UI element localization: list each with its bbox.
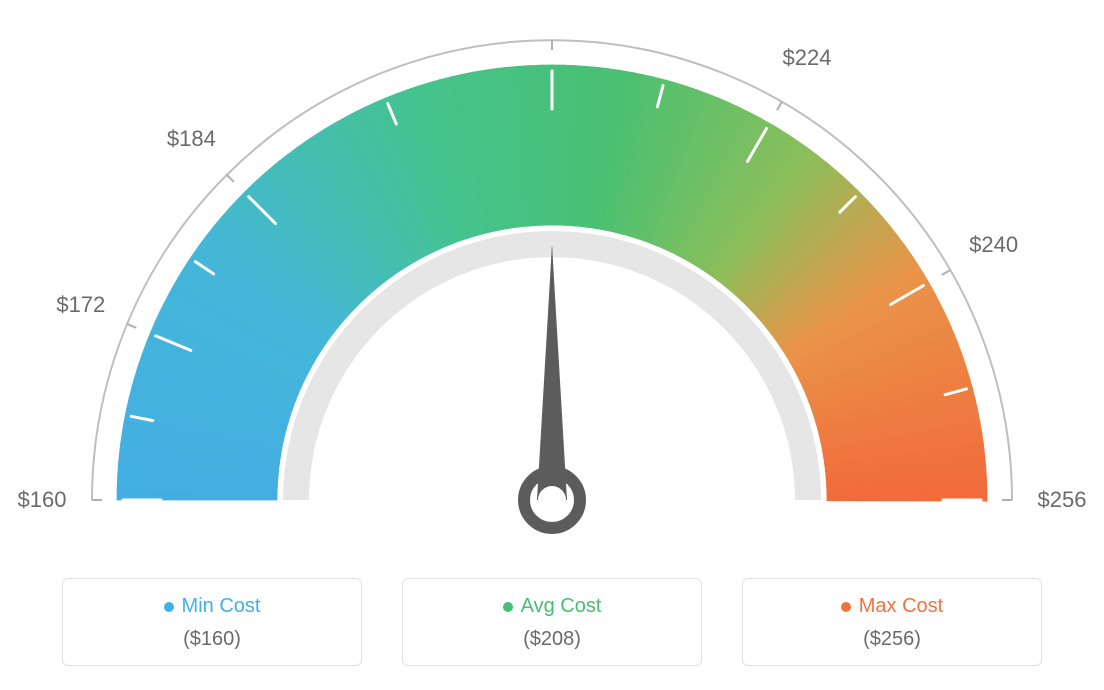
legend-label-row: Min Cost <box>164 595 261 618</box>
outer-tick <box>127 324 136 328</box>
legend-label: Min Cost <box>182 595 261 618</box>
outer-tick <box>942 270 951 275</box>
outer-tick <box>777 102 782 111</box>
legend-card: Min Cost ($160) <box>62 578 362 666</box>
tick-label: $160 <box>18 487 67 513</box>
legend-dot-icon <box>164 602 174 612</box>
legend-label: Max Cost <box>859 595 943 618</box>
legend-dot-icon <box>503 602 513 612</box>
legend-value: ($208) <box>413 628 691 651</box>
tick-label: $256 <box>1038 487 1087 513</box>
legend-row: Min Cost ($160) Avg Cost ($208) Max Cost ($25… <box>0 578 1104 666</box>
tick-label: $172 <box>56 292 105 318</box>
gauge-svg <box>0 0 1104 560</box>
legend-value: ($160) <box>73 628 351 651</box>
legend-card: Max Cost ($256) <box>742 578 1042 666</box>
tick-label: $240 <box>969 232 1018 258</box>
tick-label: $208 <box>528 0 577 3</box>
legend-label: Avg Cost <box>521 595 602 618</box>
legend-label-row: Max Cost <box>841 595 943 618</box>
outer-tick <box>227 175 234 182</box>
gauge-container: $160 $172 $184 $208 $224 $240 $256 <box>0 0 1104 560</box>
tick-label: $184 <box>167 126 216 152</box>
legend-label-row: Avg Cost <box>503 595 602 618</box>
tick-label: $224 <box>783 45 832 71</box>
legend-card: Avg Cost ($208) <box>402 578 702 666</box>
legend-value: ($256) <box>753 628 1031 651</box>
legend-dot-icon <box>841 602 851 612</box>
